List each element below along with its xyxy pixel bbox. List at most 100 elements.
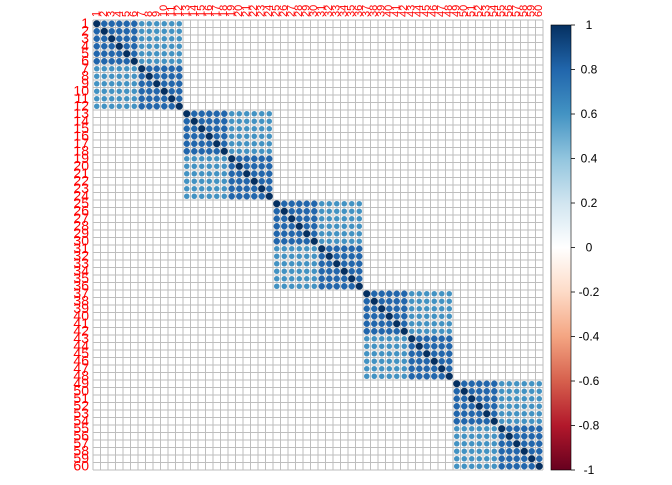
correlation-circle xyxy=(101,43,108,50)
correlation-circle xyxy=(220,147,228,155)
column-label: 40 xyxy=(383,5,395,17)
correlation-circle xyxy=(311,230,318,237)
row-label: 56 xyxy=(73,427,89,443)
correlation-circle xyxy=(393,328,400,335)
row-label: 41 xyxy=(73,315,89,331)
correlation-circle xyxy=(491,395,498,402)
correlation-circle xyxy=(303,268,310,275)
correlation-circle xyxy=(378,290,385,297)
correlation-circle xyxy=(536,448,543,455)
correlation-circle xyxy=(341,253,348,260)
correlation-circle xyxy=(333,230,340,237)
column-label: 2 xyxy=(98,11,110,17)
correlation-circle xyxy=(461,440,468,447)
correlation-circle xyxy=(528,418,535,425)
correlation-circle xyxy=(93,43,100,50)
correlation-circle xyxy=(101,80,108,87)
correlation-circle xyxy=(498,448,505,455)
correlation-circle xyxy=(401,335,408,342)
column-label: 56 xyxy=(503,5,515,17)
correlation-circle xyxy=(386,320,393,327)
correlation-circle xyxy=(183,185,190,192)
correlation-circle xyxy=(476,433,483,440)
correlation-circle xyxy=(258,170,265,177)
correlation-circle xyxy=(198,193,205,200)
correlation-circle xyxy=(146,65,153,72)
correlation-circle xyxy=(461,395,468,402)
correlation-circle xyxy=(371,373,378,380)
correlation-circle xyxy=(491,380,498,387)
correlation-circle xyxy=(191,163,198,170)
correlation-circle xyxy=(130,57,138,65)
correlation-circle xyxy=(281,223,288,230)
correlation-circle xyxy=(258,110,265,117)
correlation-circle xyxy=(123,103,130,110)
correlation-circle xyxy=(146,35,153,42)
correlation-circle xyxy=(168,73,175,80)
correlation-circle xyxy=(116,58,123,65)
correlation-circle xyxy=(423,305,430,312)
correlation-circle xyxy=(318,200,325,207)
correlation-circle xyxy=(386,305,393,312)
row-label: 51 xyxy=(73,390,89,406)
correlation-circle xyxy=(378,305,386,313)
correlation-circle xyxy=(431,328,438,335)
correlation-circle xyxy=(356,230,363,237)
correlation-circle xyxy=(228,118,235,125)
correlation-circle xyxy=(258,185,266,193)
correlation-circle xyxy=(356,275,363,282)
row-label: 12 xyxy=(73,97,89,113)
correlation-circle xyxy=(476,425,483,432)
correlation-circle xyxy=(273,230,280,237)
correlation-circle xyxy=(236,133,243,140)
column-label: 3 xyxy=(106,11,118,17)
column-label: 38 xyxy=(368,5,380,17)
correlation-circle xyxy=(446,343,453,350)
row-label: 44 xyxy=(73,337,89,353)
row-label: 35 xyxy=(73,270,89,286)
correlation-circle xyxy=(341,230,348,237)
correlation-circle xyxy=(213,185,220,192)
correlation-circle xyxy=(363,328,370,335)
correlation-circle xyxy=(416,350,423,357)
correlation-circle xyxy=(145,72,153,80)
correlation-circle xyxy=(123,65,130,72)
row-label: 10 xyxy=(73,82,89,98)
correlation-circle xyxy=(423,335,430,342)
column-label: 49 xyxy=(451,5,463,17)
correlation-circle xyxy=(236,178,243,185)
correlation-circle xyxy=(528,448,535,455)
row-label: 28 xyxy=(73,217,89,233)
correlation-circle xyxy=(513,425,520,432)
correlation-circle xyxy=(221,140,228,147)
correlation-circle xyxy=(191,110,198,117)
correlation-circle xyxy=(213,125,220,132)
correlation-circle xyxy=(386,365,393,372)
correlation-circle xyxy=(333,275,340,282)
correlation-circle xyxy=(363,365,370,372)
correlation-circle xyxy=(318,238,325,245)
correlation-circle xyxy=(311,260,318,267)
correlation-circle xyxy=(93,88,100,95)
correlation-circle xyxy=(153,73,160,80)
correlation-circles xyxy=(93,20,543,470)
correlation-circle xyxy=(176,65,183,72)
correlation-circle xyxy=(340,267,348,275)
correlation-circle xyxy=(326,223,333,230)
correlation-circle xyxy=(206,185,213,192)
correlation-circle xyxy=(461,448,468,455)
correlation-circle xyxy=(168,80,175,87)
correlation-circle xyxy=(408,305,415,312)
row-label: 23 xyxy=(73,180,89,196)
correlation-circle xyxy=(378,343,385,350)
row-label: 49 xyxy=(73,375,89,391)
correlation-circle xyxy=(476,395,483,402)
colorbar-tick-label: 0.6 xyxy=(581,107,598,121)
correlation-circle xyxy=(236,140,243,147)
row-label: 9 xyxy=(81,75,89,91)
correlation-circle xyxy=(431,343,438,350)
correlation-circle xyxy=(206,125,213,132)
correlation-circle xyxy=(198,170,205,177)
correlation-circle xyxy=(528,380,535,387)
correlation-circle xyxy=(176,50,183,57)
